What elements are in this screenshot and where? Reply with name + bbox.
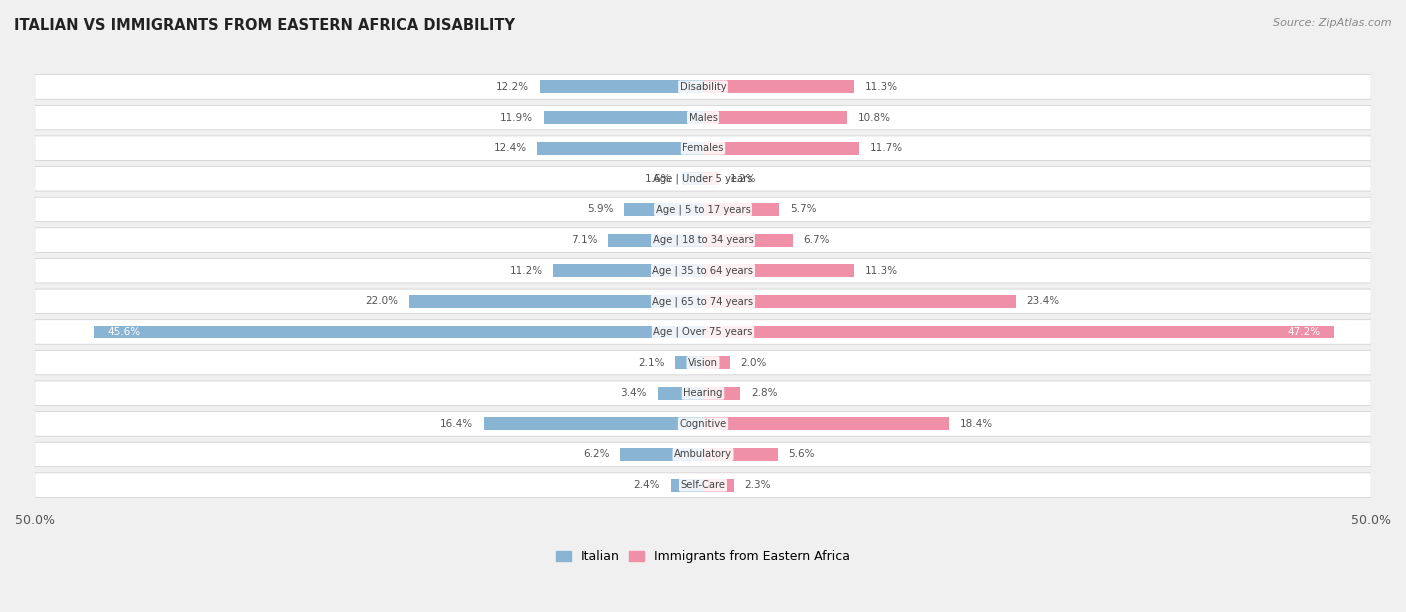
Text: 10.8%: 10.8% xyxy=(858,113,891,122)
Bar xyxy=(703,173,718,185)
Text: Hearing: Hearing xyxy=(683,388,723,398)
Bar xyxy=(658,387,703,400)
Bar xyxy=(624,203,703,216)
Text: Age | Over 75 years: Age | Over 75 years xyxy=(654,327,752,337)
Bar xyxy=(703,142,859,155)
Bar xyxy=(682,173,703,185)
Text: ITALIAN VS IMMIGRANTS FROM EASTERN AFRICA DISABILITY: ITALIAN VS IMMIGRANTS FROM EASTERN AFRIC… xyxy=(14,18,515,34)
Text: Ambulatory: Ambulatory xyxy=(673,449,733,460)
Bar xyxy=(537,142,703,155)
Text: 22.0%: 22.0% xyxy=(366,296,398,307)
FancyBboxPatch shape xyxy=(35,442,1371,467)
Bar xyxy=(703,479,734,491)
FancyBboxPatch shape xyxy=(35,197,1371,222)
Text: 12.4%: 12.4% xyxy=(494,143,527,153)
Bar xyxy=(703,264,853,277)
Bar xyxy=(703,234,793,247)
Legend: Italian, Immigrants from Eastern Africa: Italian, Immigrants from Eastern Africa xyxy=(551,545,855,569)
Text: Age | 35 to 64 years: Age | 35 to 64 years xyxy=(652,266,754,276)
Text: Females: Females xyxy=(682,143,724,153)
Text: 5.6%: 5.6% xyxy=(789,449,815,460)
FancyBboxPatch shape xyxy=(35,412,1371,436)
FancyBboxPatch shape xyxy=(35,258,1371,283)
Text: Disability: Disability xyxy=(679,82,727,92)
Bar xyxy=(703,448,778,461)
Text: 1.2%: 1.2% xyxy=(730,174,756,184)
Text: 7.1%: 7.1% xyxy=(571,235,598,245)
Bar xyxy=(703,417,949,430)
Text: 2.0%: 2.0% xyxy=(741,357,766,368)
Text: 47.2%: 47.2% xyxy=(1286,327,1320,337)
FancyBboxPatch shape xyxy=(35,319,1371,344)
Text: Vision: Vision xyxy=(688,357,718,368)
Text: Source: ZipAtlas.com: Source: ZipAtlas.com xyxy=(1274,18,1392,28)
FancyBboxPatch shape xyxy=(35,136,1371,160)
FancyBboxPatch shape xyxy=(35,228,1371,252)
Bar xyxy=(703,295,1015,308)
Bar xyxy=(544,111,703,124)
Bar xyxy=(675,356,703,369)
Text: Cognitive: Cognitive xyxy=(679,419,727,429)
Text: 11.2%: 11.2% xyxy=(509,266,543,276)
FancyBboxPatch shape xyxy=(35,105,1371,130)
Bar xyxy=(703,111,848,124)
Text: 11.3%: 11.3% xyxy=(865,82,898,92)
FancyBboxPatch shape xyxy=(35,350,1371,375)
Bar xyxy=(703,326,1334,338)
Text: 12.2%: 12.2% xyxy=(496,82,529,92)
Text: Age | 5 to 17 years: Age | 5 to 17 years xyxy=(655,204,751,215)
FancyBboxPatch shape xyxy=(35,289,1371,313)
Bar xyxy=(703,81,853,94)
Bar xyxy=(671,479,703,491)
Text: 1.6%: 1.6% xyxy=(644,174,671,184)
FancyBboxPatch shape xyxy=(35,75,1371,99)
Text: 3.4%: 3.4% xyxy=(620,388,647,398)
Text: 2.8%: 2.8% xyxy=(751,388,778,398)
Text: Age | 18 to 34 years: Age | 18 to 34 years xyxy=(652,235,754,245)
FancyBboxPatch shape xyxy=(35,166,1371,191)
Text: Age | Under 5 years: Age | Under 5 years xyxy=(654,174,752,184)
Bar xyxy=(94,326,703,338)
Text: 23.4%: 23.4% xyxy=(1026,296,1060,307)
FancyBboxPatch shape xyxy=(35,381,1371,406)
Text: 11.3%: 11.3% xyxy=(865,266,898,276)
Text: 5.9%: 5.9% xyxy=(586,204,613,214)
Bar xyxy=(540,81,703,94)
Bar xyxy=(703,387,741,400)
Bar xyxy=(703,356,730,369)
Bar xyxy=(609,234,703,247)
Text: 2.3%: 2.3% xyxy=(744,480,770,490)
Text: 5.7%: 5.7% xyxy=(790,204,817,214)
Bar xyxy=(409,295,703,308)
Bar xyxy=(620,448,703,461)
Bar xyxy=(484,417,703,430)
Text: 16.4%: 16.4% xyxy=(440,419,474,429)
Text: Age | 65 to 74 years: Age | 65 to 74 years xyxy=(652,296,754,307)
Bar xyxy=(554,264,703,277)
Text: Self-Care: Self-Care xyxy=(681,480,725,490)
Text: 18.4%: 18.4% xyxy=(959,419,993,429)
Text: 11.9%: 11.9% xyxy=(501,113,533,122)
Text: 6.7%: 6.7% xyxy=(803,235,830,245)
Text: 11.7%: 11.7% xyxy=(870,143,903,153)
FancyBboxPatch shape xyxy=(35,473,1371,498)
Text: Males: Males xyxy=(689,113,717,122)
Text: 2.4%: 2.4% xyxy=(634,480,661,490)
Bar xyxy=(703,203,779,216)
Text: 45.6%: 45.6% xyxy=(107,327,141,337)
Text: 6.2%: 6.2% xyxy=(583,449,609,460)
Text: 2.1%: 2.1% xyxy=(638,357,664,368)
